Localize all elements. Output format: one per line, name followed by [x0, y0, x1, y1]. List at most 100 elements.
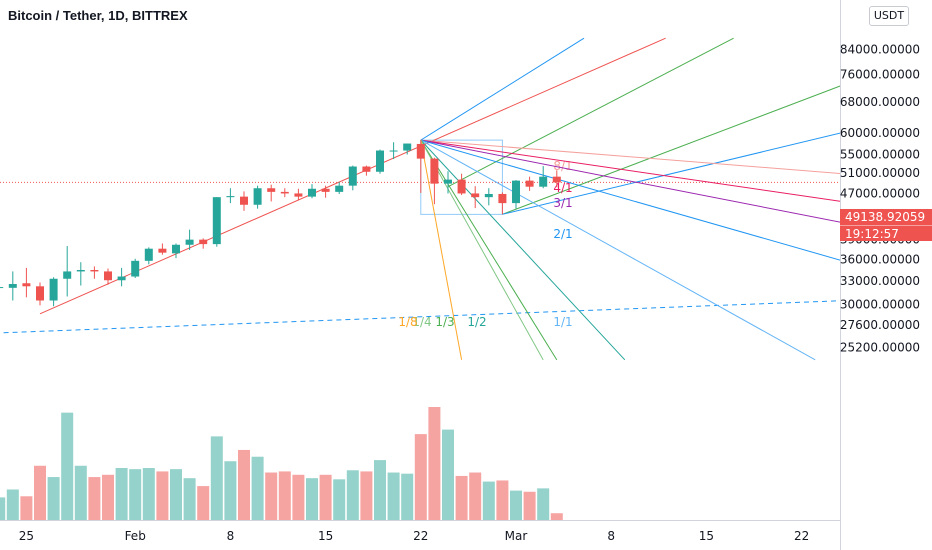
candle-body [36, 286, 44, 301]
candle-body [104, 271, 112, 281]
volume-bar [374, 460, 386, 520]
gann-fan-line [420, 139, 558, 361]
gann-fan-line [420, 139, 840, 202]
price-tick-label: 55000.00000 [840, 148, 920, 162]
price-tick-label: 25200.00000 [840, 341, 920, 355]
volume-bar [6, 489, 19, 520]
time-tick-label: 22 [413, 529, 428, 543]
volume-bar [523, 491, 536, 520]
volume-bar [210, 436, 223, 520]
volume-bar [20, 496, 33, 520]
candle-body [403, 143, 412, 151]
currency-unit-button[interactable]: USDT [869, 6, 909, 26]
volume-bar [74, 465, 87, 520]
candle-body [512, 180, 520, 204]
volume-bar [496, 480, 509, 520]
gann-fan-label: 1/4 [412, 315, 431, 329]
candle-body [199, 239, 208, 245]
gann-fan-line [420, 37, 585, 141]
candle-body [362, 166, 371, 172]
candle-body [226, 196, 235, 198]
candle-body [525, 180, 534, 187]
volume-bar [482, 481, 495, 520]
candle-body [158, 248, 167, 253]
gann-fan-line [502, 132, 840, 215]
price-tick-label: 36000.00000 [840, 252, 920, 266]
price-tick-label: 51000.00000 [840, 166, 920, 180]
candle-body [376, 150, 384, 172]
gann-fan-line [420, 139, 626, 361]
price-tick-label: 33000.00000 [840, 274, 920, 288]
volume-bar [251, 456, 264, 520]
volume-bar [414, 434, 427, 520]
volume-bar [278, 471, 291, 520]
volume-bar [550, 513, 563, 520]
candle-body [389, 150, 398, 152]
volume-bar [387, 472, 400, 520]
volume-bar [61, 412, 74, 520]
candle-body [212, 197, 221, 245]
gann-fan-label: 1/8 [398, 315, 417, 329]
time-tick-label: 22 [794, 529, 809, 543]
time-tick-label: 8 [227, 529, 235, 543]
gann-fan-line [420, 139, 840, 261]
volume-bar [197, 486, 210, 520]
gann-fan-label: 8/1 [553, 159, 572, 173]
price-tick-label: 84000.00000 [840, 43, 920, 57]
candle-body [498, 193, 507, 204]
candle-body [22, 283, 31, 287]
candle-body [430, 158, 439, 184]
last-price-label: 49138.92059 19:12:57 [840, 209, 932, 241]
bar-countdown: 19:12:57 [840, 225, 932, 242]
volume-bar [115, 468, 128, 520]
volume-bar [265, 472, 278, 520]
volume-bar [156, 471, 169, 520]
candle-body [8, 284, 17, 288]
volume-bar [102, 474, 114, 520]
gann-fan-line [420, 140, 463, 360]
candle-body [471, 193, 480, 198]
candle-body [185, 239, 194, 245]
candle-body [321, 188, 330, 192]
gann-fan-label: 1/1 [553, 315, 572, 329]
time-tick-label: 25 [19, 529, 34, 543]
volume-bar [0, 497, 6, 520]
volume-bar [333, 479, 346, 520]
candle-body [240, 196, 248, 205]
candle-body [348, 166, 357, 186]
volume-bar [47, 477, 60, 520]
candle-body [457, 179, 466, 194]
volume-bar [360, 471, 373, 520]
candle-body [267, 188, 276, 192]
volume-bar [224, 461, 237, 520]
candle-body [484, 193, 493, 198]
gann-box-edge [420, 139, 503, 215]
volume-bar [510, 490, 522, 520]
volume-bar [469, 472, 482, 520]
volume-bar [428, 407, 441, 520]
volume-bar [170, 469, 182, 520]
volume-bar [34, 465, 46, 520]
volume-bar [319, 474, 332, 520]
price-tick-label: 60000.00000 [840, 126, 920, 140]
price-tick-label: 27600.00000 [840, 318, 920, 332]
volume-bar [537, 488, 550, 520]
time-tick-label: Feb [125, 529, 146, 543]
price-tick-label: 47000.00000 [840, 186, 920, 200]
dashed-trendline [0, 300, 840, 334]
gann-fan-label: 1/3 [435, 315, 454, 329]
volume-bar [238, 449, 250, 520]
gann-fan-label: 4/1 [553, 181, 572, 195]
time-tick-label: Mar [505, 529, 528, 543]
volume-bar [142, 468, 155, 520]
gann-fan-label: 3/1 [553, 196, 572, 210]
chart-title: Bitcoin / Tether, 1D, BITTREX [8, 8, 188, 23]
candle-body [308, 188, 316, 197]
candle-body [144, 248, 153, 261]
volume-bar [129, 469, 142, 520]
price-tick-label: 68000.00000 [840, 95, 920, 109]
candle-body [280, 191, 289, 194]
plot-area: 8/1 4/13/1 2/1 1/1 1/2 1/3 1/41/8 [0, 37, 840, 520]
